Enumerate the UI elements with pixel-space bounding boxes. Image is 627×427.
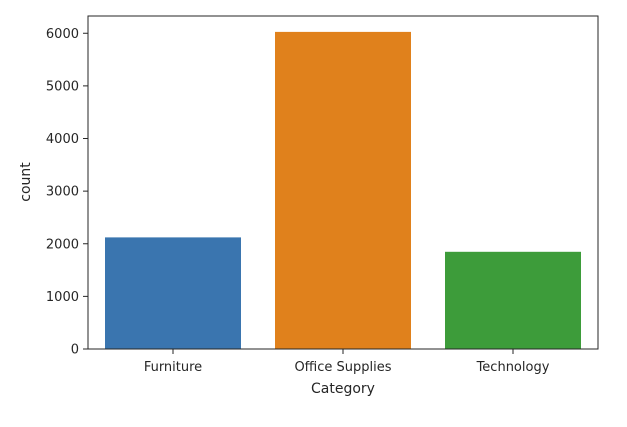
y-axis-title: count [18,162,34,202]
x-axis: Furniture Office Supplies Technology [144,349,550,375]
bar-furniture [105,237,241,349]
x-tick-label: Technology [476,360,550,375]
y-axis: 0 1000 2000 3000 4000 5000 6000 [46,27,88,358]
bar-technology [445,251,581,349]
y-tick-label: 2000 [46,237,79,252]
y-tick-label: 5000 [46,79,79,94]
bars-group [105,31,581,349]
x-tick-label: Furniture [144,360,202,375]
x-tick-label: Office Supplies [294,360,391,375]
y-tick-label: 1000 [46,290,79,305]
y-tick-label: 4000 [46,132,79,147]
y-tick-label: 3000 [46,185,79,200]
x-axis-title: Category [311,381,375,397]
y-tick-label: 0 [71,343,79,358]
y-tick-label: 6000 [46,27,79,42]
bar-office-supplies [275,31,411,349]
